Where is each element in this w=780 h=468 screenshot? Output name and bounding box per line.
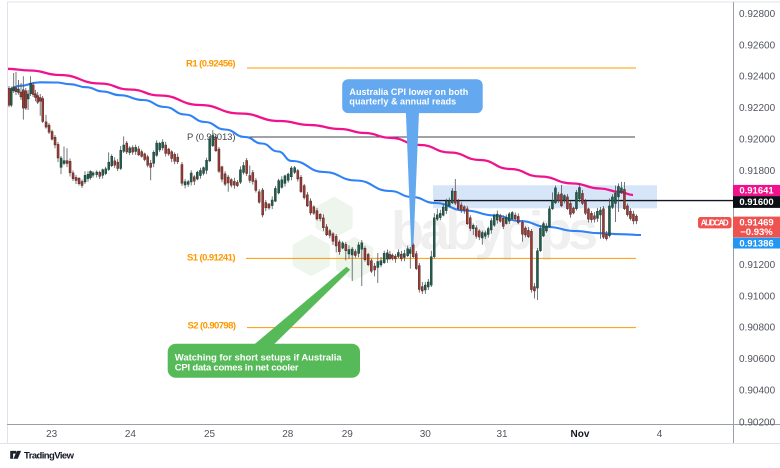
svg-text:0.91200: 0.91200	[739, 260, 776, 271]
svg-text:0.92800: 0.92800	[739, 9, 776, 20]
svg-text:AUDCAD: AUDCAD	[701, 219, 729, 228]
svg-text:25: 25	[204, 429, 216, 440]
svg-text:0.91641: 0.91641	[739, 186, 774, 197]
svg-text:0.90400: 0.90400	[739, 386, 776, 397]
svg-text:R1 (0.92456): R1 (0.92456)	[186, 59, 236, 70]
svg-text:0.90800: 0.90800	[739, 323, 776, 334]
svg-text:babypips: babypips	[391, 201, 597, 261]
svg-text:29: 29	[342, 429, 354, 440]
svg-text:S1 (0.91241): S1 (0.91241)	[187, 252, 236, 263]
svg-text:0.91386: 0.91386	[739, 238, 773, 249]
svg-text:Nov: Nov	[571, 429, 590, 440]
svg-text:0.92400: 0.92400	[739, 72, 776, 83]
svg-text:0.90600: 0.90600	[739, 354, 776, 365]
svg-text:Watching for short setups if A: Watching for short setups if Australia	[175, 352, 343, 363]
svg-text:S2 (0.90798): S2 (0.90798)	[188, 320, 237, 331]
svg-text:P (0.92013): P (0.92013)	[187, 132, 236, 143]
svg-text:0.92000: 0.92000	[739, 135, 776, 146]
svg-text:0.92200: 0.92200	[739, 103, 776, 114]
svg-text:0.91000: 0.91000	[739, 291, 776, 302]
svg-text:Australia CPI lower on both: Australia CPI lower on both	[349, 87, 468, 97]
svg-text:24: 24	[125, 429, 137, 440]
svg-text:−0.93%: −0.93%	[740, 227, 773, 238]
svg-text:0.91600: 0.91600	[739, 197, 773, 208]
svg-text:TradingView: TradingView	[24, 450, 75, 461]
svg-text:30: 30	[420, 429, 432, 440]
svg-text:quarterly & annual reads: quarterly & annual reads	[349, 97, 456, 107]
svg-text:28: 28	[282, 429, 294, 440]
svg-text:4: 4	[657, 429, 663, 440]
svg-text:0.91469: 0.91469	[739, 217, 773, 228]
svg-text:0.91800: 0.91800	[739, 166, 776, 177]
svg-text:0.90200: 0.90200	[739, 418, 776, 429]
svg-text:23: 23	[46, 429, 58, 440]
svg-text:31: 31	[496, 429, 508, 440]
svg-text:0.92600: 0.92600	[739, 40, 776, 51]
svg-text:CPI data comes in net cooler: CPI data comes in net cooler	[175, 362, 299, 373]
